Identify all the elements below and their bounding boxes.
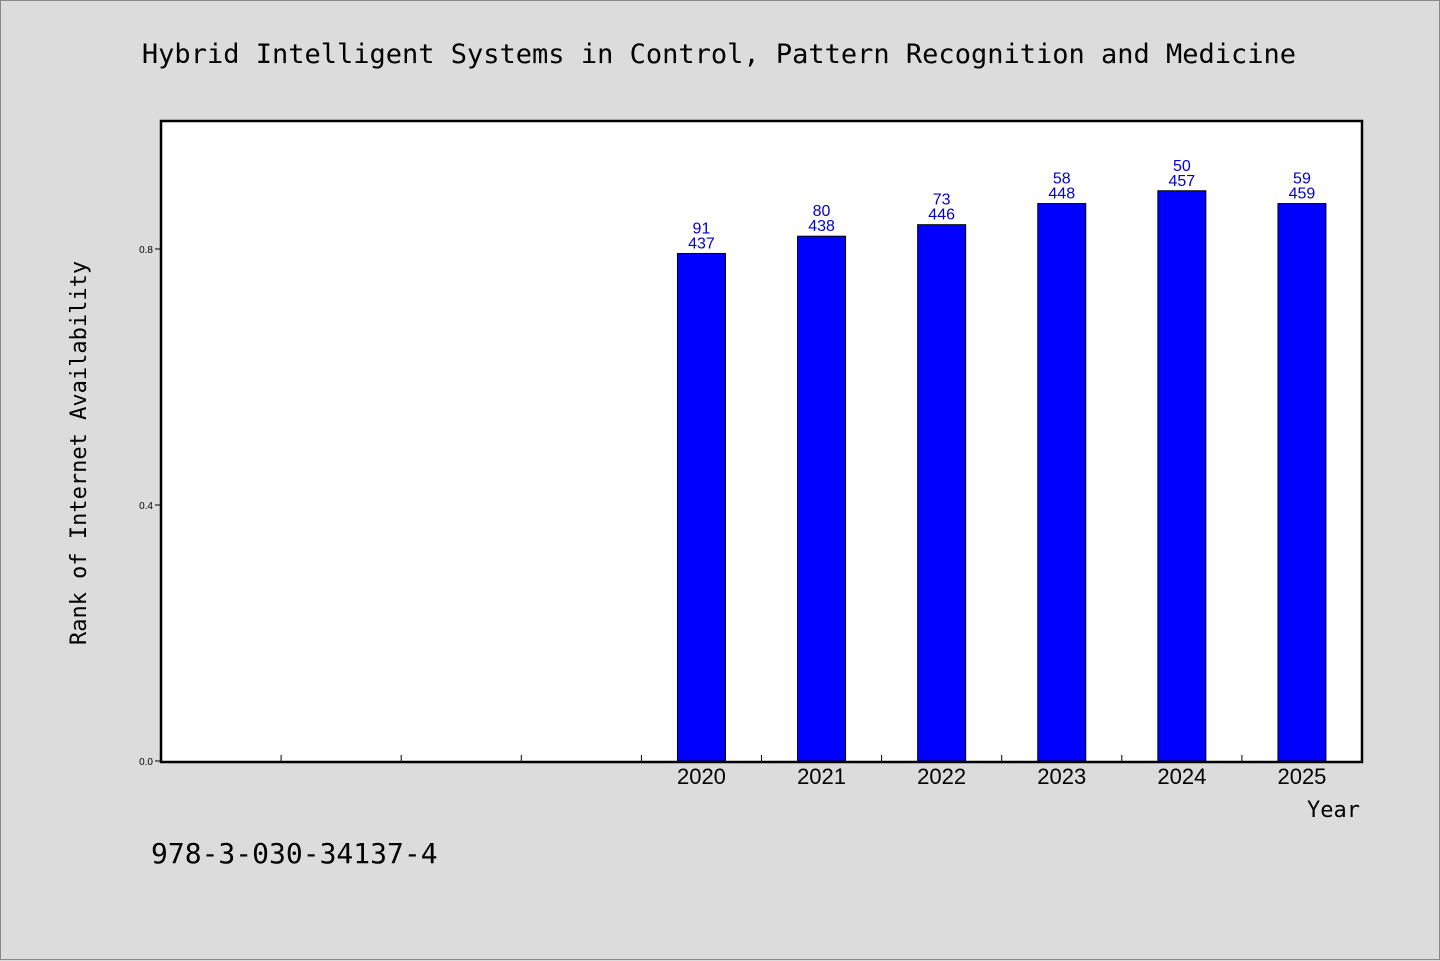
bar-2023 — [1037, 203, 1087, 762]
x-tick-label: 2020 — [677, 764, 726, 789]
isbn-footer: 978-3-030-34137-4 — [151, 837, 438, 870]
bar-2024 — [1157, 190, 1207, 762]
bar-2025 — [1277, 203, 1327, 762]
bar-label-top: 59 — [1293, 171, 1311, 188]
bar-label-top: 58 — [1053, 171, 1071, 188]
bar-label-bottom: 437 — [688, 235, 715, 252]
bar-label-top: 91 — [693, 220, 711, 237]
bar-label-top: 50 — [1173, 158, 1191, 175]
x-tick-label: 2023 — [1037, 764, 1086, 789]
y-axis: 0.0 0.4 0.8 — [139, 245, 161, 768]
x-axis: 2020 2021 2022 2023 2024 2025 — [280, 755, 1326, 789]
x-tick-label: 2021 — [797, 764, 846, 789]
chart-title: Hybrid Intelligent Systems in Control, P… — [142, 39, 1296, 70]
y-tick-label: 0.4 — [139, 501, 153, 512]
bar-2021 — [797, 235, 847, 762]
y-axis-label: Rank of Internet Availability — [67, 261, 92, 645]
bar-2020 — [676, 252, 726, 762]
x-axis-label: Year — [1307, 798, 1360, 823]
bar-label-bottom: 446 — [928, 207, 955, 224]
x-tick-label: 2024 — [1157, 764, 1206, 789]
bar-label-top: 73 — [933, 192, 951, 209]
bar-label-top: 80 — [813, 203, 831, 220]
bar-2022 — [917, 224, 967, 762]
x-tick-label: 2025 — [1277, 764, 1326, 789]
x-tick-label: 2022 — [917, 764, 966, 789]
bar-label-bottom: 457 — [1168, 173, 1195, 190]
bar-label-bottom: 459 — [1289, 186, 1316, 203]
bar-label-bottom: 448 — [1048, 186, 1075, 203]
y-tick-label: 0.0 — [139, 757, 153, 768]
y-tick-label: 0.8 — [139, 245, 153, 256]
bar-label-bottom: 438 — [808, 218, 835, 235]
